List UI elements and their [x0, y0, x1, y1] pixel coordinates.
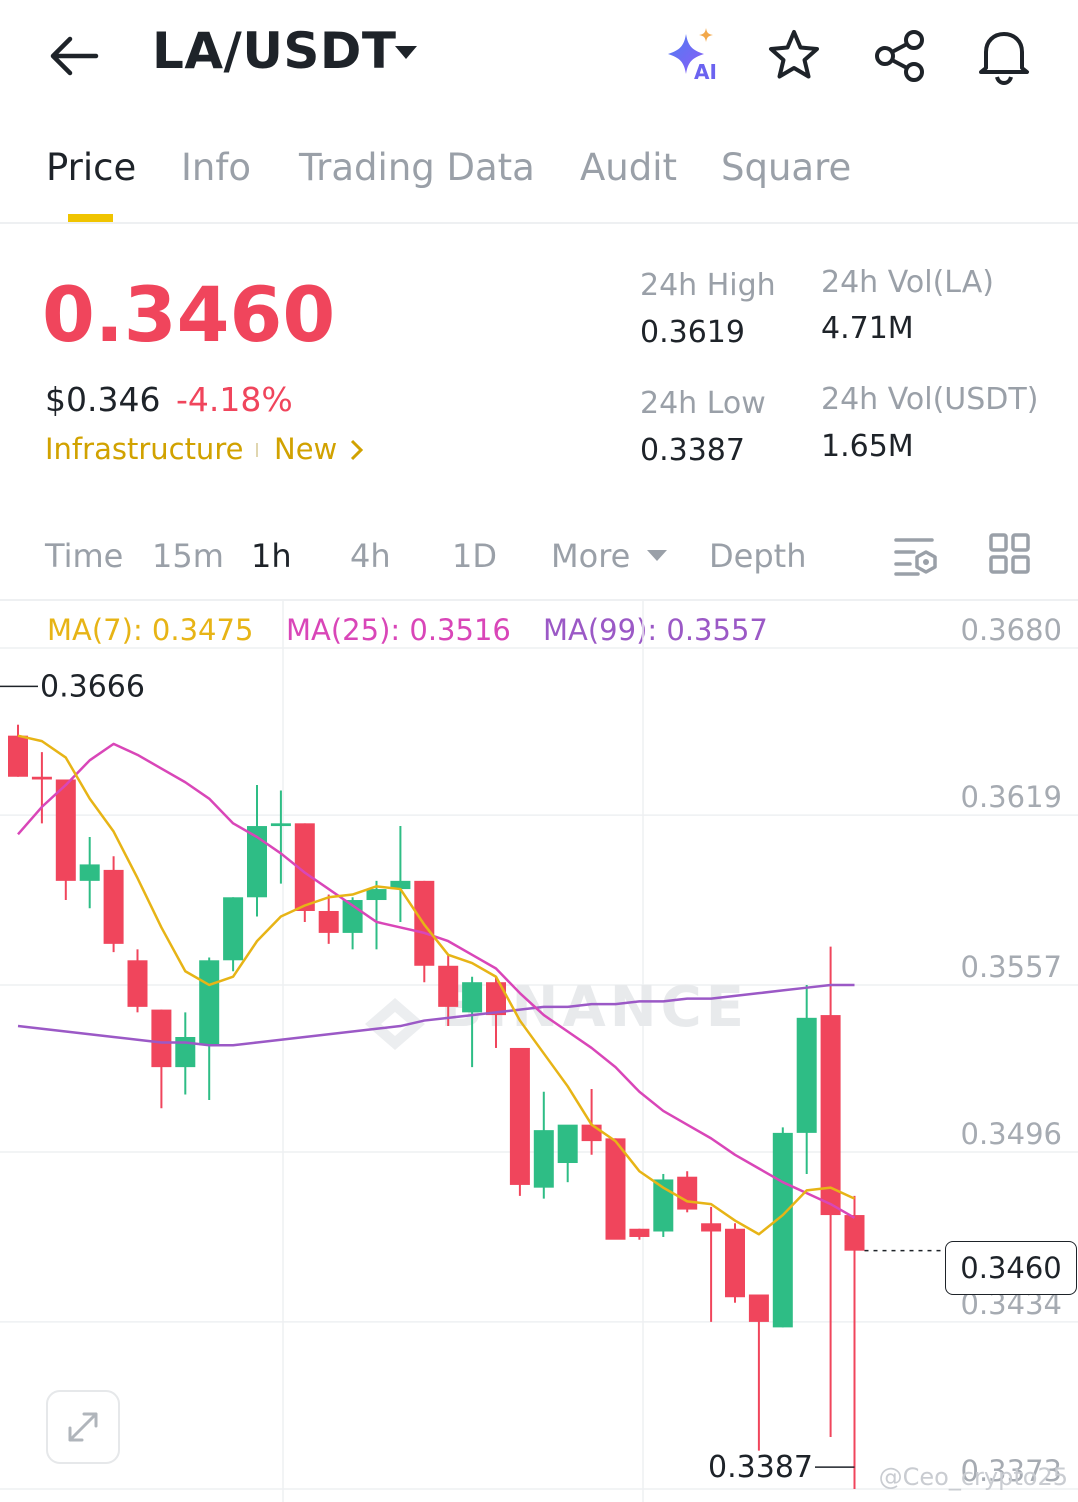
candlestick-chart[interactable]: BINANCE0.36800.36190.35570.34960.34340.3…: [0, 600, 1078, 1502]
ma99-legend: MA(99): 0.3557: [543, 613, 768, 647]
candle-body: [820, 1015, 841, 1216]
tag-separator: [256, 443, 258, 457]
max-price-label: 0.3666: [40, 669, 145, 704]
tab-trading-data[interactable]: Trading Data: [299, 146, 535, 189]
candle-body: [772, 1132, 793, 1328]
vol-base-label: 24h Vol(LA): [821, 265, 994, 300]
back-arrow-icon[interactable]: [44, 28, 104, 84]
candle-body: [533, 1130, 554, 1188]
candle-body: [462, 982, 483, 1013]
candle-body: [844, 1215, 865, 1251]
candle-body: [151, 1009, 172, 1068]
candle-body: [509, 1047, 530, 1185]
ma7-line: [17, 734, 856, 1236]
tab-square[interactable]: Square: [721, 146, 852, 189]
grid-layout-icon[interactable]: [988, 532, 1032, 576]
candle-body: [701, 1223, 722, 1232]
watermark-logo: [365, 998, 425, 1050]
expand-icon: [68, 1412, 98, 1442]
low-value: 0.3387: [640, 433, 745, 468]
bell-icon[interactable]: [974, 24, 1034, 86]
credit-watermark: @Ceo_crypto25: [879, 1463, 1068, 1491]
fullscreen-button[interactable]: [46, 1390, 120, 1464]
interval-1d[interactable]: 1D: [452, 537, 497, 575]
y-axis-label: 0.3557: [961, 950, 1062, 984]
candle-body: [366, 889, 387, 901]
candle-body: [748, 1294, 769, 1322]
tag-new[interactable]: New: [274, 432, 338, 466]
interval-more[interactable]: More: [551, 537, 631, 575]
tab-price[interactable]: Price: [46, 146, 137, 189]
candle-body: [199, 960, 220, 1046]
candle-body: [8, 735, 28, 777]
tab-info[interactable]: Info: [181, 146, 252, 189]
tag-infrastructure[interactable]: Infrastructure: [45, 432, 244, 466]
candle-body: [725, 1228, 745, 1298]
change-percent: -4.18%: [176, 380, 293, 419]
active-tab-indicator: [68, 214, 113, 222]
low-label: 24h Low: [640, 386, 766, 421]
candle-body: [677, 1176, 698, 1210]
vol-quote-label: 24h Vol(USDT): [821, 382, 1039, 417]
candle-body: [127, 960, 148, 1007]
ma25-legend: MA(25): 0.3516: [286, 613, 511, 647]
candle-body: [270, 823, 291, 827]
candle-body: [486, 982, 506, 1016]
controls-divider: [0, 599, 1078, 601]
candle-body: [79, 864, 100, 881]
depth-tab[interactable]: Depth: [709, 537, 807, 575]
candle-body: [653, 1179, 674, 1232]
candle-body: [557, 1124, 578, 1164]
candle-body: [175, 1036, 196, 1068]
high-label: 24h High: [640, 268, 776, 303]
candle-body: [103, 869, 124, 944]
candle-body: [223, 897, 244, 961]
candle-body: [390, 880, 411, 890]
vol-base-value: 4.71M: [821, 311, 914, 346]
interval-1h[interactable]: 1h: [251, 537, 292, 575]
tabs-divider: [0, 222, 1078, 224]
chevron-right-icon[interactable]: [348, 437, 366, 463]
ma99-line: [17, 983, 855, 1047]
candle-body: [581, 1124, 602, 1142]
last-price: 0.3460: [42, 270, 336, 359]
vol-quote-value: 1.65M: [821, 429, 914, 464]
candle-body: [605, 1138, 626, 1240]
interval-time[interactable]: Time: [45, 537, 124, 575]
candle-body: [796, 1017, 817, 1133]
star-icon[interactable]: [764, 26, 824, 86]
candle-body: [318, 910, 339, 933]
ma7-legend: MA(7): 0.3475: [47, 613, 254, 647]
candle-body: [294, 823, 315, 911]
tab-audit[interactable]: Audit: [580, 146, 678, 189]
share-icon[interactable]: [870, 26, 930, 86]
candle-body: [55, 779, 76, 881]
interval-4h[interactable]: 4h: [350, 537, 391, 575]
y-axis-label: 0.3373: [961, 1454, 1062, 1488]
current-price-tag: 0.3460: [945, 1241, 1077, 1295]
candle-body: [247, 826, 267, 898]
y-axis-label: 0.3619: [961, 780, 1062, 814]
candle-body: [629, 1228, 650, 1237]
ai-label: AI: [694, 60, 717, 84]
y-axis-label: 0.3680: [961, 613, 1062, 647]
usd-price: $0.346: [45, 380, 161, 419]
interval-15m[interactable]: 15m: [152, 537, 224, 575]
ai-sparkle-icon[interactable]: [662, 26, 722, 84]
more-caret-icon[interactable]: [646, 548, 668, 562]
pair-title[interactable]: LA/USDT: [152, 22, 397, 80]
y-axis-label: 0.3496: [961, 1117, 1062, 1151]
candle-body: [438, 965, 459, 1007]
ma25-line: [17, 742, 856, 1219]
high-value: 0.3619: [640, 315, 745, 350]
chevron-down-icon[interactable]: [393, 44, 419, 62]
candle-body: [31, 776, 52, 780]
indicator-settings-icon[interactable]: [892, 532, 940, 580]
min-price-label: 0.3387: [708, 1450, 813, 1485]
